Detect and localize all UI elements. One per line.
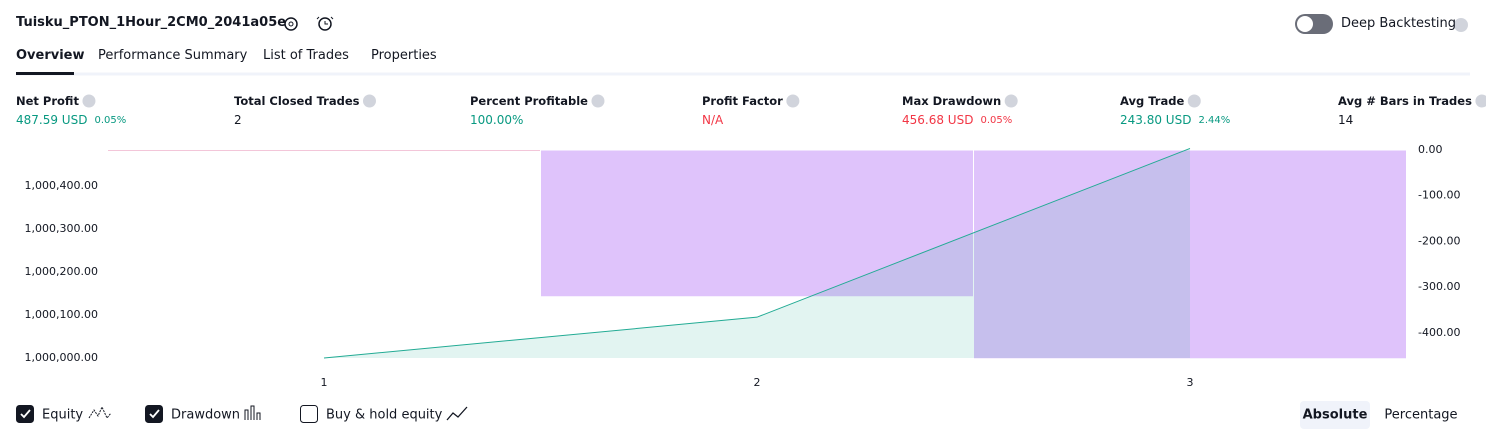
metric-percent: 0.05% [980,115,1013,126]
metric-value: 487.59 USD [16,113,88,127]
info-icon [82,94,96,108]
y-tick-label: 1,000,300.00 [25,222,98,235]
checkbox[interactable] [16,405,34,423]
metric-percent: 0.05% [94,115,127,126]
metric-value: N/A [702,113,724,127]
y2-tick-label: -400.00 [1418,326,1460,339]
y2-tick-label: -200.00 [1418,234,1460,247]
info-icon [1187,94,1201,108]
legend-label: Equity [42,408,83,423]
info-icon [1004,94,1018,108]
metric-value: 100.00% [470,113,524,127]
tab[interactable]: List of Trades [263,48,349,63]
tab-underline [16,72,74,75]
drawdown-icon [244,405,261,420]
y-tick-label: 1,000,000.00 [25,351,98,364]
metric-value: 14 [1338,113,1354,127]
toggle-label: Deep Backtesting [1341,16,1457,31]
equity-area [324,148,1190,358]
metric-value: 2 [234,113,242,127]
drawdown-bar [540,149,974,298]
info-icon [362,94,376,108]
info-icon [786,94,800,108]
checkmark [20,409,31,419]
y-tick-label: 1,000,200.00 [25,265,98,278]
info-icon [591,94,605,108]
buyhold-icon [446,406,468,421]
help-icon [1454,18,1468,32]
tab[interactable]: Overview [16,48,85,63]
tab[interactable]: Properties [371,48,437,63]
tab[interactable]: Performance Summary [98,48,248,63]
legend-label: Buy & hold equity [326,408,443,423]
y2-tick-label: -300.00 [1418,280,1460,293]
toggle-knob [1297,16,1313,32]
checkmark [149,409,160,419]
metric-label: Total Closed Trades [234,94,360,108]
y-tick-label: 1,000,100.00 [25,308,98,321]
legend-label: Drawdown [171,408,240,423]
equity-line [323,147,1191,359]
mode-button-bg [1300,401,1370,429]
metric-label: Profit Factor [702,94,783,108]
metric-label: Net Profit [16,94,79,108]
metric-label: Avg Trade [1120,94,1185,108]
y2-tick-label: 0.00 [1418,143,1443,156]
drawdown-bar [973,149,1407,360]
info-icon [1475,94,1486,108]
metric-percent: 2.44% [1198,115,1231,126]
metric-value: 456.68 USD [902,113,974,127]
alert-icon[interactable] [316,16,334,31]
metric-value: 243.80 USD [1120,113,1192,127]
mode-button[interactable]: Percentage [1384,408,1457,423]
x-tick-label: 1 [321,376,328,389]
metric-label: Avg # Bars in Trades [1338,94,1472,108]
x-tick-label: 3 [1187,376,1194,389]
title: Tuisku_PTON_1Hour_2CM0_2041a05e [16,15,287,30]
metric-label: Max Drawdown [902,94,1002,108]
y2-tick-label: -100.00 [1418,189,1460,202]
checkbox[interactable] [145,405,163,423]
checkbox[interactable] [300,405,318,423]
x-tick-label: 2 [754,376,761,389]
equity-icon [88,405,112,419]
metric-label: Percent Profitable [470,94,588,108]
y-tick-label: 1,000,400.00 [25,179,98,192]
settings-icon[interactable] [284,17,298,31]
mode-button[interactable]: Absolute [1303,408,1368,423]
